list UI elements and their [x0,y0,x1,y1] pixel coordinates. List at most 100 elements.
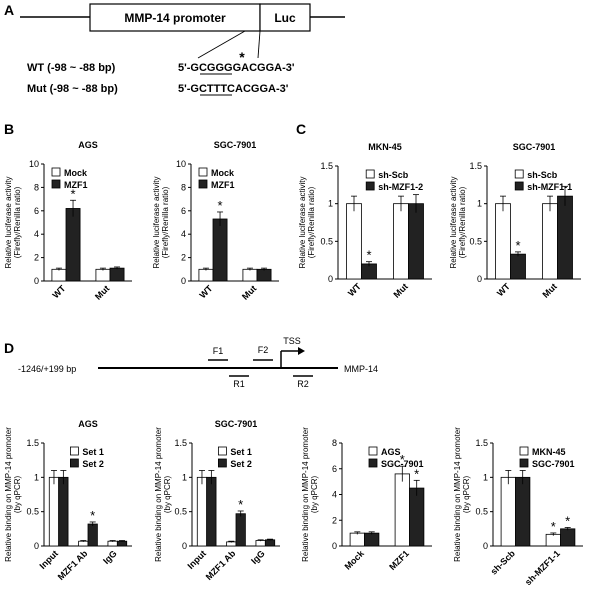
x-tick-label-c1: WT [346,281,363,298]
legend-label-d3: SGC-7901 [381,459,424,469]
primer-f1: F1 [213,346,224,356]
legend-label-c1: sh-Scb [378,170,409,180]
legend-label-b2: MZF1 [211,180,235,190]
tss-arrowhead-icon [298,347,305,355]
y-label-d3: Relative binding on MMP-14 promoter [301,427,310,562]
y-tick-label-c2: 1 [477,199,482,209]
legend-swatch-c2 [514,169,524,179]
x-tick-label-d4: sh-MZF1-1 [523,548,562,587]
bar-d1 [107,540,118,547]
legend-label-c2: sh-Scb [527,170,558,180]
legend-swatch-d1 [70,458,79,468]
bar-d2 [255,540,266,547]
bar-c2 [495,203,511,280]
x-tick-label-d2: Input [185,548,208,571]
bar-d3 [394,473,410,547]
legend-swatch-d3 [368,446,378,456]
y-tick-label-b2: 8 [181,182,186,192]
bar-b2 [212,218,228,282]
y-tick-label-d1: 0.5 [26,507,39,517]
x-tick-label-d1: IgG [101,548,119,566]
y-label-2-c2: (Firefly/Renilla ratio) [458,186,467,258]
y-label-2-b1: (Firefly/Renilla ratio) [13,186,22,258]
y-tick-label-b2: 0 [181,276,186,286]
x-tick-label-d2: IgG [249,548,267,566]
y-tick-label-d3: 0 [332,541,337,551]
y-tick-label-c1: 0 [328,274,333,284]
y-tick-label-b2: 10 [176,159,186,169]
panel-a-label: A [4,2,14,18]
y-tick-label-d1: 0 [34,541,39,551]
y-tick-label-d1: 1.5 [26,438,39,448]
y-label-d1: Relative binding on MMP-14 promoter [4,427,13,562]
legend-label-d4: SGC-7901 [532,459,575,469]
primer-r1: R1 [233,379,245,389]
legend-label-d3: AGS [381,447,401,457]
panel-c-label: C [296,121,306,137]
bar-d4 [560,528,576,547]
wt-label: WT (-98 ~ -88 bp) [27,62,116,74]
x-tick-label-d1: MZF1 Ab [56,548,90,582]
chart-title-d2: SGC-7901 [215,419,258,429]
legend-swatch-d4 [519,446,529,456]
legend-swatch-d3 [368,458,378,468]
significance-asterisk-d1: * [90,508,95,523]
y-label-2-c1: (Firefly/Renilla ratio) [307,186,316,258]
y-tick-label-c2: 1.5 [469,161,482,171]
y-tick-label-b1: 2 [34,253,39,263]
primer-r2: R2 [297,379,309,389]
significance-asterisk-d3: * [400,452,405,467]
x-tick-label-b2: Mut [240,283,258,301]
bar-d4 [545,533,561,547]
significance-asterisk-d4: * [565,513,570,528]
y-tick-label-d4: 1 [483,472,488,482]
bar-b1 [51,268,67,282]
bar-d4 [500,476,516,547]
x-tick-label-d3: Mock [343,548,367,572]
site-asterisk: * [239,49,245,65]
luc-box [259,3,311,32]
bar-d4 [515,476,531,547]
bar-c2 [542,203,558,280]
bar-c1 [408,203,424,280]
y-label-b2: Relative luciferase activity [152,176,161,268]
bar-d3 [409,487,425,547]
y-label-c1: Relative luciferase activity [298,176,307,268]
bar-c1 [393,203,409,280]
y-label-c2: Relative luciferase activity [449,176,458,268]
bar-d3 [364,532,380,547]
map-gene: MMP-14 [344,364,378,374]
chart-title-c1: MKN-45 [368,142,402,152]
bar-d2 [206,476,217,547]
bar-b2 [256,268,272,282]
y-tick-label-d1: 1 [34,472,39,482]
legend-label-d1: Set 2 [82,459,104,469]
y-tick-label-b1: 0 [34,276,39,286]
bar-d1 [116,540,128,547]
bar-d3 [349,532,365,547]
significance-asterisk-b2: * [218,198,223,213]
y-label-d4: Relative binding on MMP-14 promoter [453,427,462,562]
bar-d1 [87,523,98,547]
legend-swatch-d2 [217,458,227,468]
x-tick-label-c1: Mut [392,281,410,299]
y-tick-label-c1: 1 [328,199,333,209]
chart-title-b1: AGS [78,140,98,150]
x-tick-label-b1: WT [50,283,67,300]
legend-swatch-b1 [51,167,61,177]
x-tick-label-d4: sh-Scb [489,548,518,577]
legend-swatch-c2 [514,181,524,191]
bar-d2 [196,476,208,547]
bar-c1 [346,203,362,280]
y-tick-label-d2: 1.5 [174,438,187,448]
legend-swatch-c1 [365,169,375,179]
y-label-2-d3: (by qPCR) [310,475,319,513]
bar-b1 [65,208,81,282]
legend-swatch-b2 [198,167,208,177]
y-tick-label-d3: 2 [332,515,337,525]
chart-title-c2: SGC-7901 [513,142,556,152]
luc-label: Luc [274,11,296,25]
y-label-b1: Relative luciferase activity [4,176,13,268]
